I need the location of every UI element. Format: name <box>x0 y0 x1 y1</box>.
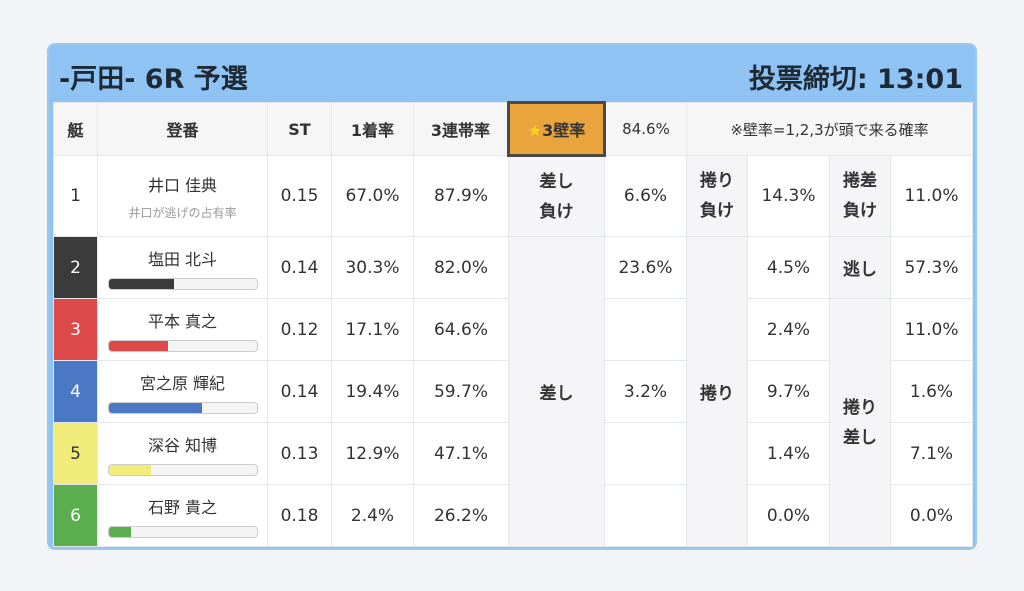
rate-bar <box>107 463 258 476</box>
kimarite-makuri-lose: 捲り 負け <box>686 155 748 237</box>
kimarite-makuri-sashi: 捲り 差し <box>829 298 891 547</box>
makuri-value: 2.4% <box>747 298 830 361</box>
makuri-lose-value: 14.3% <box>747 155 830 237</box>
table-row: 6 石野 貴之 0.18 2.4% 26.2% 0.0% 0.0% <box>53 484 973 547</box>
first-rate-value: 67.0% <box>331 155 414 237</box>
first-rate-value: 19.4% <box>331 360 414 423</box>
nige-value: 57.3% <box>890 236 973 299</box>
racer-cell[interactable]: 塩田 北斗 <box>97 236 268 299</box>
table-row: 3 平本 真之 0.12 17.1% 64.6% 2.4% 捲り 差し 11.0% <box>53 298 973 547</box>
makuri-value: 9.7% <box>747 360 830 423</box>
sashi-value: 3.2% <box>604 360 687 423</box>
frame-number: 1 <box>53 155 98 237</box>
frame-number: 5 <box>53 422 98 485</box>
table-row: 2 塩田 北斗 0.14 30.3% 82.0% 差し 23.6% 捲り 4.5… <box>53 236 973 547</box>
col-st: ST <box>267 102 332 156</box>
race-title: -戸田- 6R 予選 <box>59 64 248 95</box>
frame-number: 6 <box>53 484 98 547</box>
race-table: 艇 登番 ST 1着率 3連帯率 ★3壁率 84.6% ※壁率=1,2,3が頭で… <box>53 101 973 547</box>
table-row: 5 深谷 知博 0.13 12.9% 47.1% 1.4% 7.1% <box>53 422 973 485</box>
rate-bar-fill <box>108 464 152 475</box>
racer-subtitle: 井口が逃げの占有率 <box>128 205 237 220</box>
top3-rate-value: 64.6% <box>413 298 509 361</box>
rate-bar <box>107 277 258 290</box>
st-value: 0.13 <box>267 422 332 485</box>
sashi-lose-value: 6.6% <box>604 155 687 237</box>
col-first-rate: 1着率 <box>331 102 414 156</box>
wall-rate-note: ※壁率=1,2,3が頭で来る確率 <box>686 102 973 156</box>
wall-rate-label: 3壁率 <box>542 121 586 140</box>
makurisashi-value: 7.1% <box>890 422 973 485</box>
race-card: -戸田- 6R 予選 投票締切: 13:01 艇 登番 ST 1着率 3連帯率 … <box>47 43 977 550</box>
rate-bar-fill <box>108 278 174 289</box>
makurisashi-value: 1.6% <box>890 360 973 423</box>
racer-name: 塩田 北斗 <box>147 249 218 269</box>
sashi-value <box>604 484 687 547</box>
racer-cell[interactable]: 平本 真之 <box>97 298 268 361</box>
rate-bar-fill <box>108 526 131 537</box>
rate-bar-fill <box>108 340 168 351</box>
racer-name: 平本 真之 <box>147 311 218 331</box>
sashi-value <box>604 298 687 361</box>
makurisashi-value: 11.0% <box>890 298 973 361</box>
racer-cell[interactable]: 宮之原 輝紀 <box>97 360 268 423</box>
st-value: 0.12 <box>267 298 332 361</box>
rate-bar-fill <box>108 402 202 413</box>
kimarite-nige: 逃し <box>829 236 891 299</box>
rate-bar <box>107 401 258 414</box>
star-icon: ★ <box>527 121 543 140</box>
kimarite-sashi-lose: 差し 負け <box>508 155 605 237</box>
first-rate-value: 12.9% <box>331 422 414 485</box>
top3-rate-value: 87.9% <box>413 155 509 237</box>
racer-cell[interactable]: 深谷 知博 <box>97 422 268 485</box>
st-value: 0.14 <box>267 236 332 299</box>
rate-bar <box>107 339 258 352</box>
frame-number: 3 <box>53 298 98 361</box>
st-value: 0.18 <box>267 484 332 547</box>
makurisashi-lose-value: 11.0% <box>890 155 973 237</box>
first-rate-value: 30.3% <box>331 236 414 299</box>
col-frame: 艇 <box>53 102 98 156</box>
first-rate-value: 17.1% <box>331 298 414 361</box>
race-header: -戸田- 6R 予選 投票締切: 13:01 <box>49 45 975 103</box>
first-rate-value: 2.4% <box>331 484 414 547</box>
makuri-value: 1.4% <box>747 422 830 485</box>
top3-rate-value: 26.2% <box>413 484 509 547</box>
vote-deadline: 投票締切: 13:01 <box>748 64 963 95</box>
racer-name: 宮之原 輝紀 <box>139 373 226 393</box>
makuri-value: 4.5% <box>747 236 830 299</box>
rate-bar <box>107 525 258 538</box>
racer-name: 井口 佳典 <box>147 175 218 195</box>
racer-name: 石野 貴之 <box>147 497 218 517</box>
st-value: 0.15 <box>267 155 332 237</box>
st-value: 0.14 <box>267 360 332 423</box>
sashi-value: 23.6% <box>604 236 687 299</box>
kimarite-makuri: 捲り <box>686 236 748 547</box>
top3-rate-value: 47.1% <box>413 422 509 485</box>
makurisashi-value: 0.0% <box>890 484 973 547</box>
frame-number: 2 <box>53 236 98 299</box>
top3-rate-value: 59.7% <box>413 360 509 423</box>
makuri-value: 0.0% <box>747 484 830 547</box>
kimarite-sashi: 差し <box>508 236 605 547</box>
racer-cell[interactable]: 石野 貴之 <box>97 484 268 547</box>
col-register: 登番 <box>97 102 268 156</box>
wall-rate-value: 84.6% <box>604 102 687 156</box>
kimarite-makurisashi-lose: 捲差 負け <box>829 155 891 237</box>
frame-number: 4 <box>53 360 98 423</box>
wall-rate-badge[interactable]: ★3壁率 <box>507 101 606 157</box>
sashi-value <box>604 422 687 485</box>
top3-rate-value: 82.0% <box>413 236 509 299</box>
racer-name: 深谷 知博 <box>147 435 218 455</box>
table-row: 4 宮之原 輝紀 0.14 19.4% 59.7% 3.2% 9.7% 1.6% <box>53 360 973 423</box>
col-top3-rate: 3連帯率 <box>413 102 509 156</box>
racer-cell[interactable]: 井口 佳典 井口が逃げの占有率 <box>97 155 268 237</box>
table-row: 1 井口 佳典 井口が逃げの占有率 0.15 67.0% 87.9% 差し 負け … <box>53 155 973 237</box>
